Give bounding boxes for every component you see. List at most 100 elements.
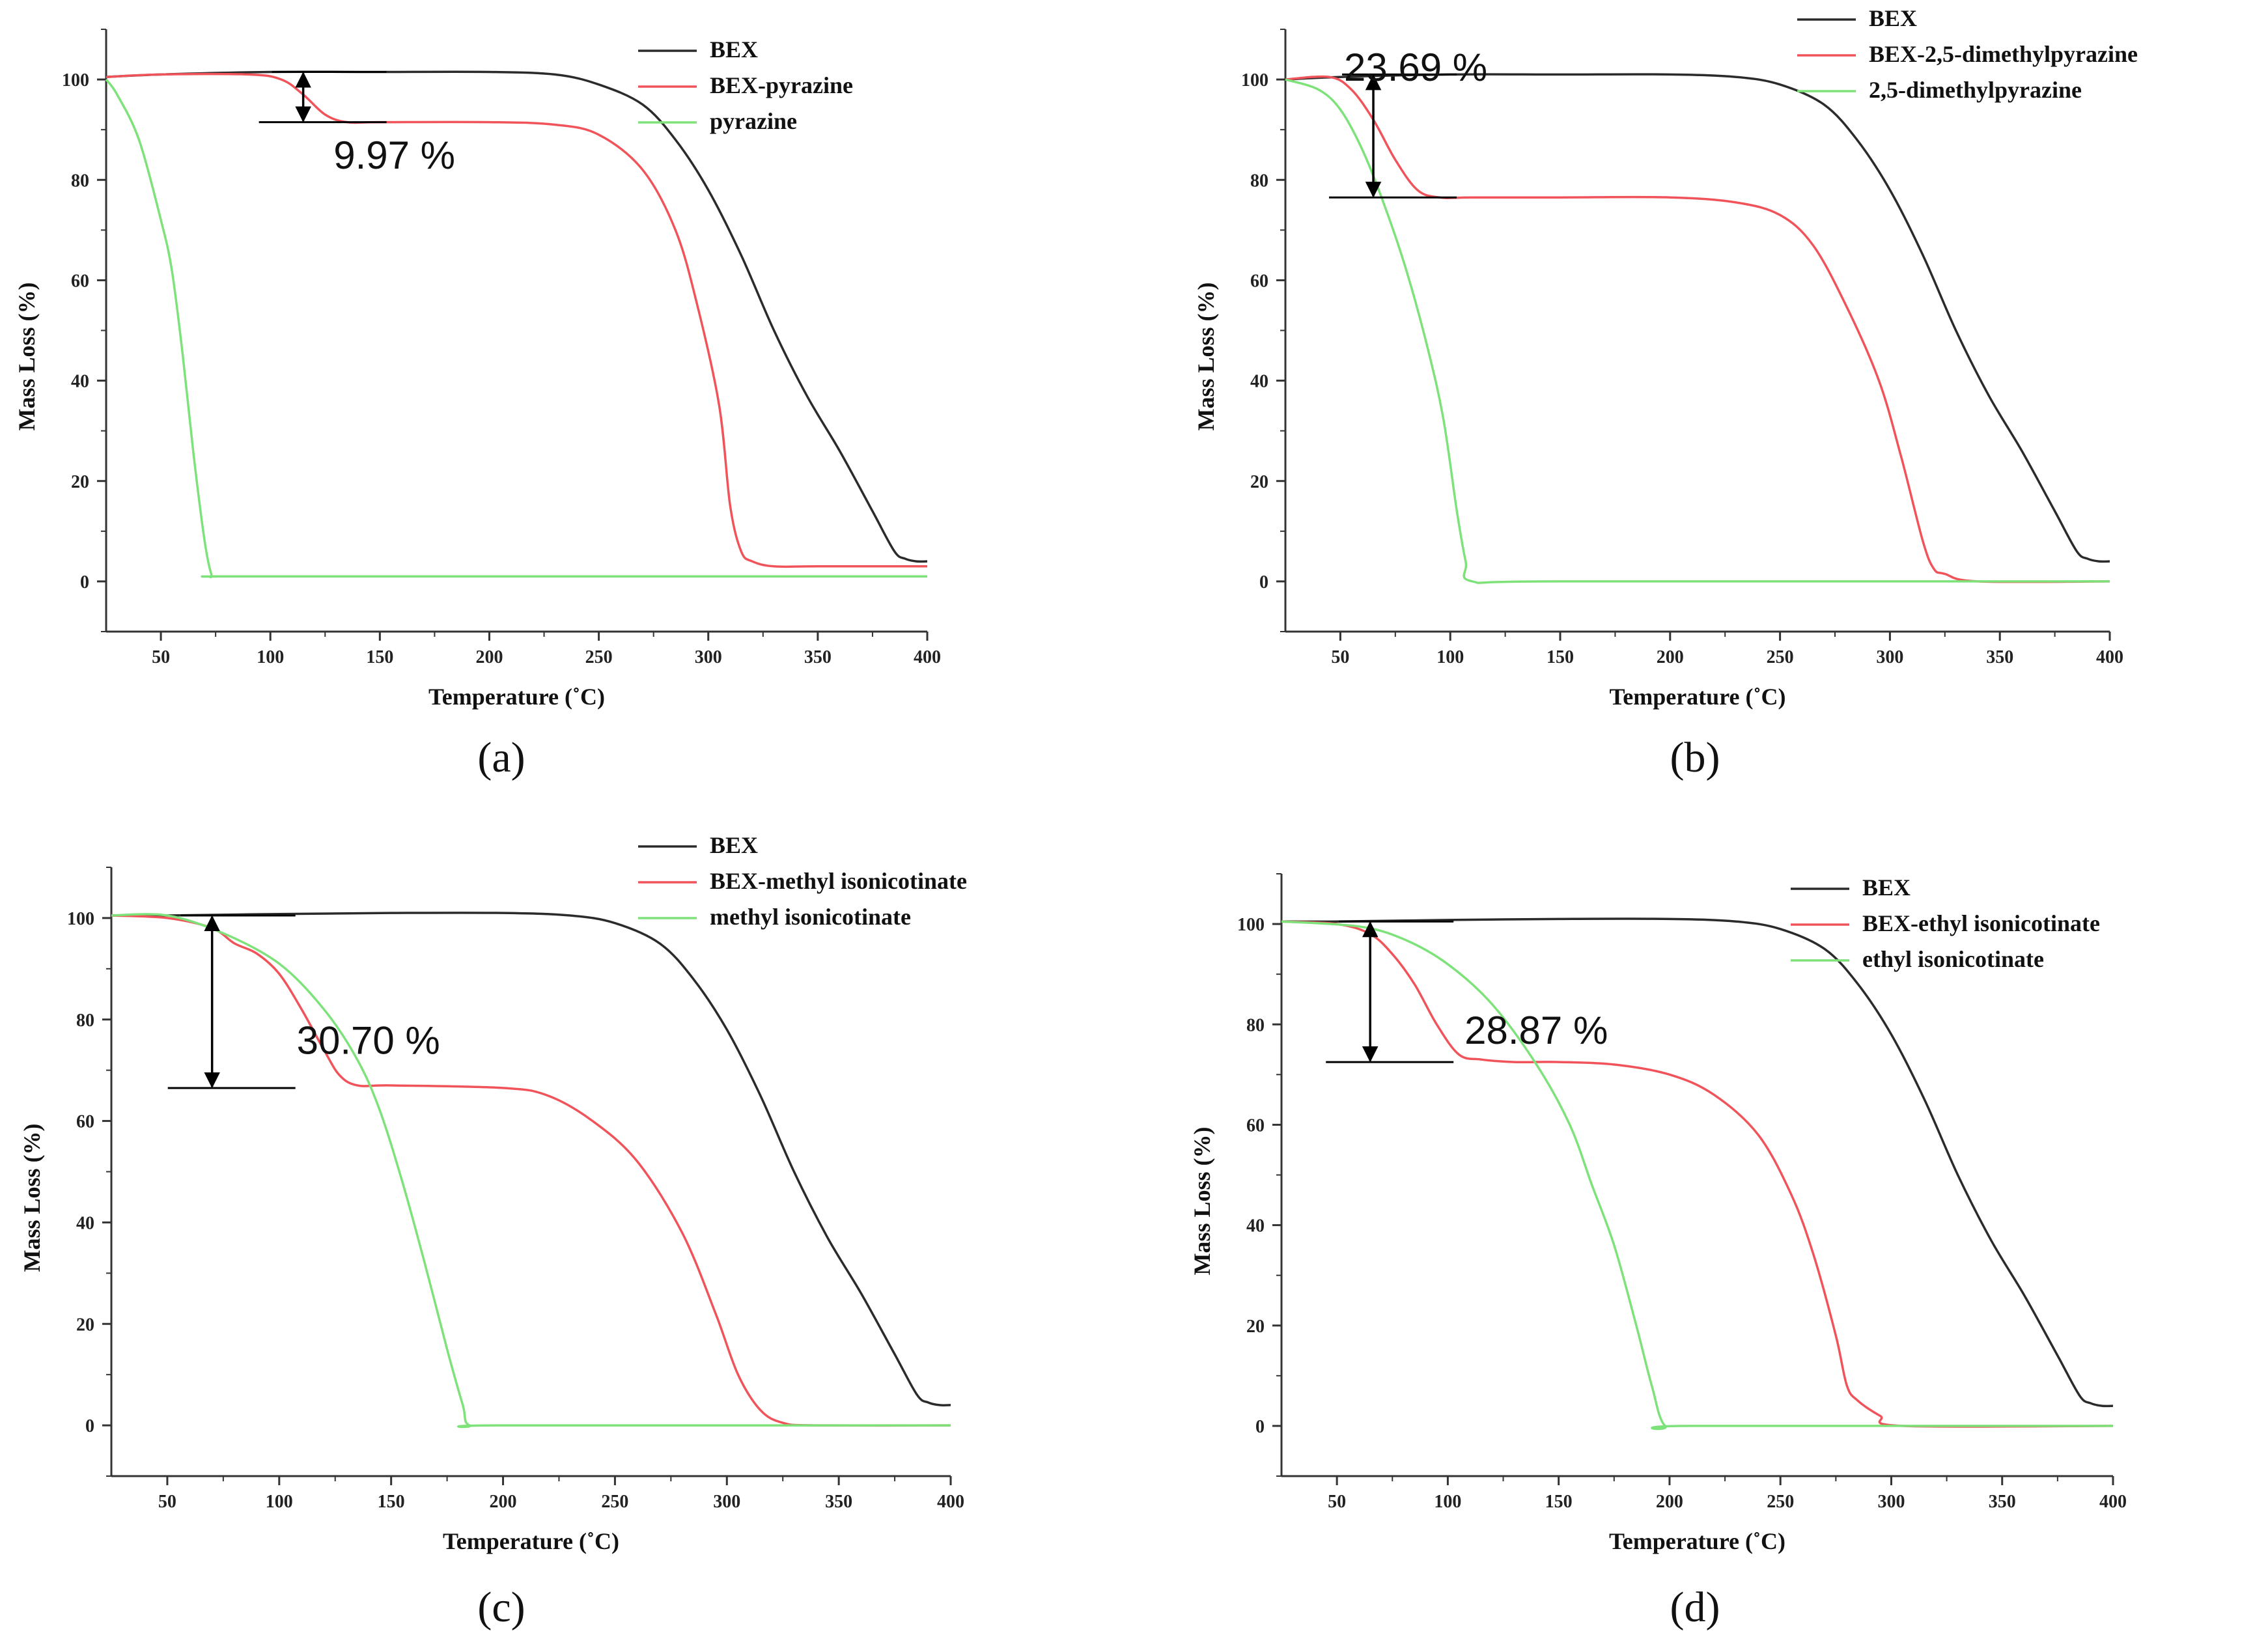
panel-d-y-tick-label: 40 [1246, 1216, 1265, 1236]
panel-d-x-tick-label: 50 [1328, 1492, 1346, 1512]
panel-b-y-tick-label: 100 [1241, 70, 1268, 91]
panel-a-legend-label-bex: BEX [710, 36, 758, 63]
panel-d-y-tick-label: 100 [1237, 915, 1265, 935]
panel-d-x-tick-label: 250 [1767, 1492, 1794, 1512]
panel-b-x-tick-label: 400 [2096, 647, 2123, 667]
panel-a-y-tick-label: 20 [71, 472, 89, 492]
panel-d-series-bex [1281, 917, 2114, 1408]
panel-b-y-tick-label: 60 [1250, 271, 1268, 291]
panel-c-y-tick-label: 0 [85, 1416, 94, 1436]
panel-d-y-tick-label: 60 [1246, 1115, 1265, 1136]
panel-b-legend-label-complex: BEX-2,5-dimethylpyrazine [1869, 41, 2138, 67]
panel-d-y-axis-title: Mass Loss (%) [1189, 1126, 1215, 1275]
panel-c-label: (c) [477, 1584, 525, 1631]
panel-a-legend-label-ligand: pyrazine [710, 108, 797, 134]
panel-c-annotation-text: 30.70 % [297, 1018, 440, 1062]
panel-c-x-tick-label: 300 [713, 1492, 740, 1512]
panel-c-y-tick-label: 40 [76, 1213, 94, 1233]
panel-d-label: (d) [1670, 1584, 1720, 1631]
panel-c-legend-label-ligand: methyl isonicotinate [710, 904, 911, 930]
panel-b-y-tick-label: 0 [1259, 572, 1268, 593]
panel-a-x-tick-label: 50 [152, 647, 170, 667]
panel-b-x-tick-label: 100 [1436, 647, 1464, 667]
panel-a-legend-label-complex: BEX-pyrazine [710, 72, 853, 98]
panel-d-y-tick-label: 0 [1255, 1417, 1265, 1437]
panel-b-y-axis-title: Mass Loss (%) [1193, 282, 1219, 430]
panel-c-x-tick-label: 50 [158, 1492, 176, 1512]
panel-c-series-ligand [111, 913, 951, 1429]
panel-c-series-complex [111, 914, 951, 1427]
panel-a-y-tick-label: 80 [71, 171, 89, 191]
panel-d-series-ligand [1281, 920, 2113, 1431]
panel-a-series-ligand [105, 79, 927, 579]
panel-d-y-tick-label: 80 [1246, 1015, 1265, 1035]
panel-b-x-tick-label: 300 [1876, 647, 1903, 667]
panel-a-y-axis-title: Mass Loss (%) [14, 282, 40, 430]
panel-a-series-complex [105, 72, 927, 568]
panel-a-x-tick-label: 150 [366, 647, 393, 667]
panel-c-legend-label-complex: BEX-methyl isonicotinate [710, 868, 967, 894]
panel-b-x-tick-label: 200 [1657, 647, 1684, 667]
panel-d-x-tick-label: 350 [1989, 1492, 2016, 1512]
panel-c-x-tick-label: 100 [266, 1492, 293, 1512]
panel-d-y-tick-label: 20 [1246, 1317, 1265, 1337]
panel-b: 50 100 150 200 250 300 350 400 0 20 40 60 80 100 Tempe… [1193, 5, 2138, 781]
panel-d-legend-label-ligand: ethyl isonicotinate [1862, 946, 2044, 972]
panel-b-x-tick-label: 250 [1767, 647, 1794, 667]
panel-a-x-tick-label: 100 [257, 647, 284, 667]
panel-a-y-tick-label: 100 [62, 70, 89, 91]
panel-d-x-tick-label: 300 [1877, 1492, 1905, 1512]
panel-b-y-tick-label: 80 [1250, 171, 1268, 191]
panel-a-y-tick-label: 40 [71, 372, 89, 392]
panel-c-y-axis-title: Mass Loss (%) [19, 1123, 45, 1272]
panel-a-y-tick-label: 0 [80, 572, 89, 593]
panel-c-x-tick-label: 400 [937, 1492, 964, 1512]
panel-b-annotation-text: 23.69 % [1344, 46, 1487, 89]
panel-a-y-tick-label: 60 [71, 271, 89, 291]
panel-a-x-tick-label: 350 [804, 647, 832, 667]
panel-c-x-tick-label: 150 [378, 1492, 405, 1512]
panel-a-annotation-text: 9.97 % [333, 133, 455, 177]
panel-a-x-tick-label: 250 [585, 647, 613, 667]
panel-d-x-axis-title: Temperature (˚C) [1609, 1528, 1785, 1554]
panel-b-x-tick-label: 50 [1331, 647, 1349, 667]
panel-b-legend-label-bex: BEX [1869, 5, 1917, 31]
panel-c-series-bex [111, 912, 951, 1406]
panel-a-x-tick-label: 400 [914, 647, 941, 667]
panel-c-y-tick-label: 80 [76, 1011, 94, 1031]
panel-c-x-tick-label: 250 [601, 1492, 628, 1512]
panel-c-y-tick-label: 20 [76, 1315, 94, 1335]
panel-c-legend-label-bex: BEX [710, 832, 758, 858]
panel-c-x-tick-label: 350 [825, 1492, 852, 1512]
panel-d-legend-label-bex: BEX [1862, 874, 1911, 901]
panel-a-x-axis-title: Temperature (˚C) [428, 684, 605, 710]
panel-a-x-tick-label: 300 [695, 647, 722, 667]
panel-b-y-tick-label: 40 [1250, 372, 1268, 392]
panel-b-series-complex [1285, 75, 2110, 583]
panel-d-legend-label-complex: BEX-ethyl isonicotinate [1862, 910, 2100, 936]
panel-a: 50 100 150 200 250 300 350 400 0 20 40 60 80 100 Tempe… [14, 29, 941, 781]
panel-c-x-axis-title: Temperature (˚C) [443, 1528, 619, 1554]
panel-b-x-tick-label: 350 [1986, 647, 2013, 667]
panel-b-series-bex [1285, 73, 2110, 563]
panel-d-x-tick-label: 100 [1434, 1492, 1461, 1512]
panel-c: 50 100 150 200 250 300 350 400 0 20 40 60 80 100 Tempe… [19, 832, 967, 1631]
panel-a-label: (a) [477, 734, 525, 781]
panel-d: 50 100 150 200 250 300 350 400 0 20 40 60 80 100 Tempe… [1189, 873, 2127, 1631]
panel-c-y-tick-label: 100 [67, 909, 94, 929]
panel-d-x-tick-label: 200 [1656, 1492, 1683, 1512]
panel-b-label: (b) [1670, 734, 1720, 781]
panel-a-x-tick-label: 200 [475, 647, 503, 667]
panel-c-x-tick-label: 200 [490, 1492, 517, 1512]
panel-b-series-ligand [1285, 78, 2110, 584]
panel-b-x-axis-title: Temperature (˚C) [1610, 684, 1786, 710]
panel-a-series-bex [105, 70, 928, 563]
panel-d-series-complex [1281, 920, 2114, 1428]
panel-b-x-tick-label: 150 [1547, 647, 1574, 667]
panel-d-annotation-text: 28.87 % [1464, 1009, 1608, 1052]
panel-b-legend-label-ligand: 2,5-dimethylpyrazine [1869, 77, 2082, 103]
panel-c-y-tick-label: 60 [76, 1112, 94, 1132]
panel-d-x-tick-label: 400 [2099, 1492, 2127, 1512]
panel-d-x-tick-label: 150 [1545, 1492, 1573, 1512]
